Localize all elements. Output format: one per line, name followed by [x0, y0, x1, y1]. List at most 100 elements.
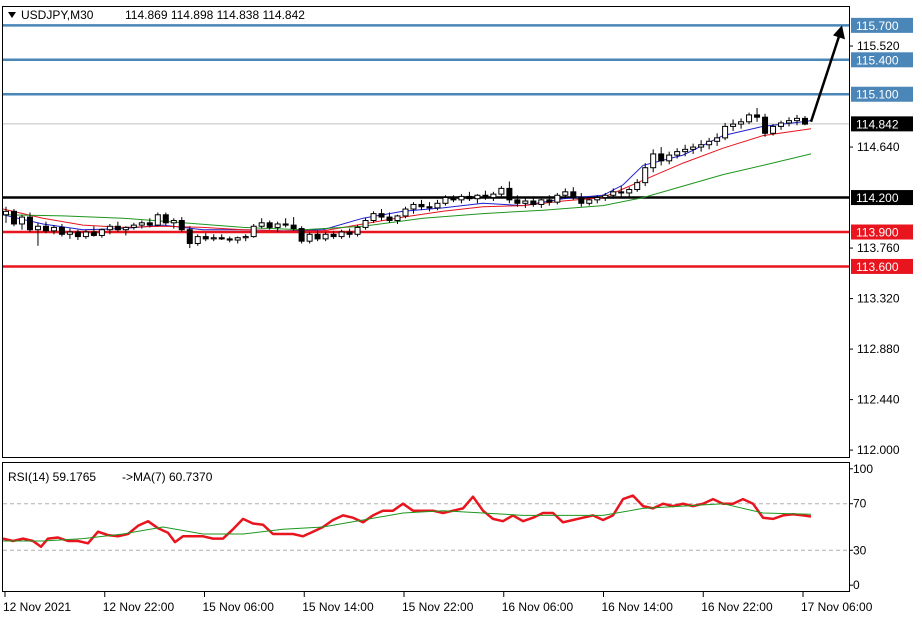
candle-bullish: [250, 225, 257, 238]
candle-bullish: [698, 144, 705, 148]
candle-bullish: [234, 237, 241, 241]
candle-bearish: [290, 224, 297, 230]
rsi-panel: 100 70 30 0 RSI(14) 59.1765 ->MA(7) 60.7370: [2, 462, 873, 592]
candle-bearish: [58, 226, 65, 235]
candle-bullish: [786, 120, 793, 124]
candle-bullish: [370, 213, 377, 222]
time-axis: 12 Nov 2021 12 Nov 22:00 15 Nov 06:00 15 No…: [3, 592, 873, 614]
candle-bullish: [602, 194, 609, 199]
candle-bullish: [130, 224, 137, 228]
candle-bearish: [578, 197, 585, 204]
candle-bullish: [586, 199, 593, 204]
candle-bullish: [714, 137, 721, 142]
rsi-tick-label: 0: [853, 578, 860, 592]
time-tick-label: 16 Nov 14:00: [602, 600, 674, 614]
candle-bullish: [3, 210, 9, 216]
candle-bearish: [346, 231, 353, 235]
candle-bearish: [226, 238, 233, 241]
rsi-panel-frame: [2, 462, 850, 592]
candle-bearish: [618, 191, 625, 194]
candle-bearish: [570, 191, 577, 199]
time-tick-label: 12 Nov 22:00: [103, 600, 175, 614]
candle-bullish: [730, 123, 737, 127]
candle-bearish: [282, 223, 289, 226]
candle-bullish: [490, 193, 497, 199]
candle-bearish: [74, 231, 81, 238]
level-label-box: [851, 52, 913, 68]
candle-bullish: [210, 237, 217, 240]
candle-bearish: [386, 216, 393, 222]
candle-bullish: [778, 122, 785, 127]
candle-bullish: [258, 222, 265, 227]
candle-bullish: [306, 233, 313, 242]
candle-bullish: [442, 197, 449, 204]
candle-bullish: [706, 140, 713, 146]
level-price-labels: 115.700 115.400 115.100 114.200 113.900 113.6…: [851, 17, 913, 274]
candle-bearish: [482, 194, 489, 199]
level-label: 115.400: [856, 53, 899, 67]
candle-bullish: [98, 229, 105, 236]
candle-bullish: [770, 125, 777, 134]
dropdown-triangle-icon[interactable]: [8, 12, 16, 18]
candle-bullish: [194, 236, 201, 244]
candle-bullish: [594, 197, 601, 201]
time-tick-label: 16 Nov 22:00: [701, 600, 773, 614]
candle-bullish: [458, 195, 465, 201]
level-lines: [3, 24, 849, 268]
candle-bearish: [42, 225, 49, 232]
level-label: 113.600: [856, 260, 899, 274]
time-tick-label: 15 Nov 22:00: [402, 600, 474, 614]
price-panel: 115.520 114.640 113.760 113.320 112.880 112.4…: [2, 6, 913, 458]
candle-bullish: [34, 225, 41, 231]
candle-bearish: [506, 187, 513, 201]
candle-bullish: [362, 220, 369, 228]
candle-bullish: [434, 202, 441, 209]
candle-bullish: [354, 226, 361, 235]
candle-bullish: [138, 222, 145, 226]
candle-bullish: [610, 191, 617, 196]
candle-bearish: [418, 203, 425, 208]
candle-bearish: [10, 210, 17, 225]
candle-bullish: [634, 182, 641, 191]
candle-bullish: [666, 154, 673, 162]
time-tick-label: 16 Nov 06:00: [502, 600, 574, 614]
rsi-level-lines: [3, 503, 849, 551]
candle-bullish: [690, 146, 697, 150]
candle-bearish: [658, 153, 665, 162]
price-tick-label: 113.760: [857, 241, 900, 255]
time-tick-label: 15 Nov 06:00: [203, 600, 275, 614]
candle-bullish: [746, 114, 753, 123]
candle-bullish: [722, 125, 729, 139]
candle-bullish: [154, 214, 161, 226]
price-tick-label: 113.320: [857, 292, 900, 306]
rsi-lines: [2, 494, 812, 549]
candle-bearish: [466, 195, 473, 200]
candle-bearish: [514, 199, 521, 204]
rsi-line: [2, 494, 812, 549]
candle-bearish: [26, 216, 33, 231]
time-tick-label: 12 Nov 2021: [3, 600, 71, 614]
candle-bearish: [546, 199, 553, 203]
rsi-tick-label: 30: [853, 543, 867, 557]
forecast-arrow: [809, 25, 845, 123]
candle-bullish: [554, 194, 561, 203]
candle-bullish: [626, 189, 633, 194]
rsi-ma-line: [3, 503, 812, 542]
level-label-box: [851, 224, 913, 240]
candle-bearish: [330, 233, 337, 238]
candle-bullish: [82, 231, 89, 238]
price-tick-label: 112.880: [857, 342, 900, 356]
candle-bullish: [738, 121, 745, 125]
symbol-label: USDJPY,M30: [21, 8, 94, 22]
candle-bearish: [186, 229, 193, 244]
current-price-box: [851, 116, 913, 132]
candle-bearish: [202, 236, 209, 240]
rsi-tick-label: 100: [853, 462, 873, 476]
candle-bearish: [530, 200, 537, 205]
candle-bearish: [266, 222, 273, 228]
level-label-box: [851, 86, 913, 102]
candle-bearish: [298, 228, 305, 242]
level-label: 114.200: [856, 191, 899, 205]
forecast-arrow-shaft: [809, 32, 842, 123]
